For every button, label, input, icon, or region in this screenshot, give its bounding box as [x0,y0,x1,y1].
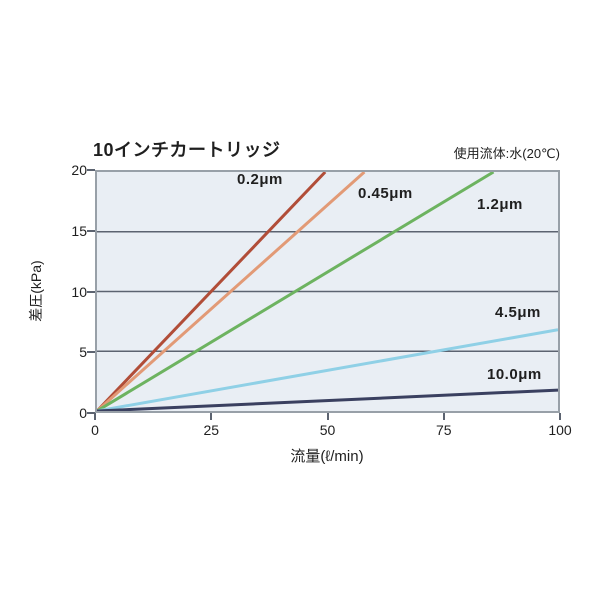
x-tick-mark-100 [559,413,561,420]
x-tick-label-75: 75 [435,422,452,438]
chart-canvas [97,172,558,411]
x-tick-mark-75 [442,413,445,420]
y-tick-label-10: 10 [71,283,87,300]
x-tick-label-0: 0 [91,422,99,438]
x-tick-label-100: 100 [548,422,572,438]
y-axis-title: 差圧(kPa) [28,260,44,322]
series-label-0.2μm: 0.2μm [237,171,283,188]
y-tick-mark-10 [87,290,95,293]
x-tick-label-25: 25 [203,422,220,438]
series-line-0.45μm [97,172,366,411]
y-tick-label-0: 0 [79,405,87,421]
x-tick-mark-25 [210,413,213,420]
y-tick-label-5: 5 [79,344,87,361]
series-label-1.2μm: 1.2μm [477,196,523,213]
y-tick-label-20: 20 [71,162,87,178]
y-tick-mark-20 [87,169,95,171]
chart-title: 10インチカートリッジ [93,140,281,160]
y-tick-label-15: 15 [71,222,87,239]
y-tick-mark-15 [87,229,95,232]
series-line-1.2μm [97,172,495,411]
plot-area [95,170,560,413]
series-line-4.5μm [97,328,558,411]
y-tick-mark-0 [87,412,95,414]
x-tick-mark-0 [94,413,96,420]
series-label-0.45μm: 0.45μm [358,185,413,202]
fluid-condition-note: 使用流体:水(20℃) [453,146,560,161]
x-axis-title: 流量(ℓ/min) [290,448,364,465]
x-tick-mark-50 [326,413,329,420]
series-label-4.5μm: 4.5μm [495,304,541,321]
series-line-0.2μm [97,172,327,411]
x-tick-label-50: 50 [319,422,336,438]
series-label-10.0μm: 10.0μm [487,366,542,383]
series-line-10.0μm [97,388,558,411]
y-tick-mark-5 [87,351,95,354]
